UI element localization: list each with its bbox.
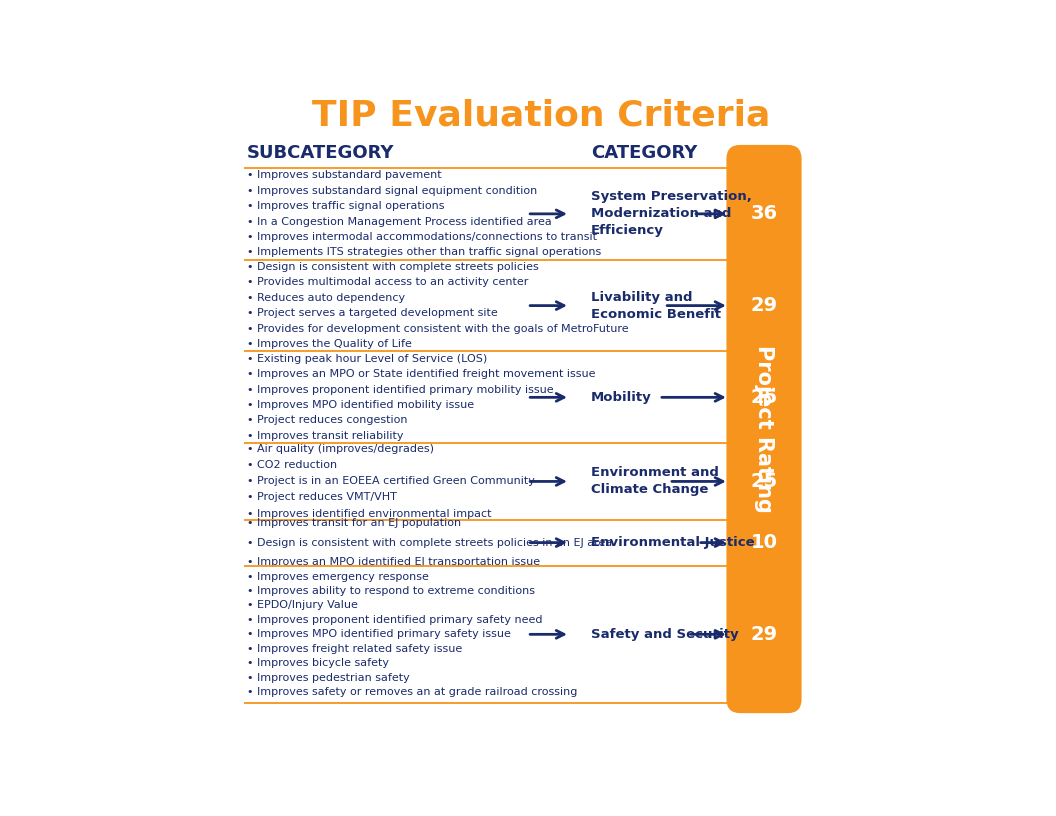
- FancyBboxPatch shape: [727, 145, 802, 713]
- Text: • Improves proponent identified primary mobility issue: • Improves proponent identified primary …: [247, 384, 553, 395]
- Text: • Improves the Quality of Life: • Improves the Quality of Life: [247, 339, 412, 349]
- Text: • Improves substandard signal equipment condition: • Improves substandard signal equipment …: [247, 186, 536, 196]
- Text: • Project serves a targeted development site: • Project serves a targeted development …: [247, 308, 497, 318]
- Text: • Improves MPO identified primary safety issue: • Improves MPO identified primary safety…: [247, 629, 510, 639]
- Text: • Improves pedestrian safety: • Improves pedestrian safety: [247, 672, 410, 683]
- Text: Project Rating: Project Rating: [754, 345, 774, 513]
- Text: Mobility: Mobility: [590, 391, 652, 404]
- Text: Livability and
Economic Benefit: Livability and Economic Benefit: [590, 290, 721, 321]
- Text: CATEGORY: CATEGORY: [590, 144, 697, 162]
- Text: • Improves ability to respond to extreme conditions: • Improves ability to respond to extreme…: [247, 586, 534, 596]
- Text: • Improves freight related safety issue: • Improves freight related safety issue: [247, 644, 461, 654]
- Text: • Improves intermodal accommodations/connections to transit: • Improves intermodal accommodations/con…: [247, 232, 597, 242]
- Text: • Design is consistent with complete streets policies in an EJ area: • Design is consistent with complete str…: [247, 538, 611, 548]
- Text: • Improves emergency response: • Improves emergency response: [247, 571, 429, 582]
- Text: • Improves bicycle safety: • Improves bicycle safety: [247, 659, 389, 668]
- Text: • Improves safety or removes an at grade railroad crossing: • Improves safety or removes an at grade…: [247, 687, 577, 697]
- Text: 25: 25: [751, 472, 777, 491]
- Text: Safety and Security: Safety and Security: [590, 628, 738, 641]
- Text: • Improves identified environmental impact: • Improves identified environmental impa…: [247, 508, 491, 518]
- Text: TIP Evaluation Criteria: TIP Evaluation Criteria: [312, 99, 771, 133]
- Text: • Project is in an EOEEA certified Green Community: • Project is in an EOEEA certified Green…: [247, 477, 534, 486]
- Text: 29: 29: [751, 625, 777, 644]
- Text: • Project reduces VMT/VHT: • Project reduces VMT/VHT: [247, 493, 397, 503]
- Text: • Improves an MPO identified EJ transportation issue: • Improves an MPO identified EJ transpor…: [247, 557, 540, 567]
- Text: • Existing peak hour Level of Service (LOS): • Existing peak hour Level of Service (L…: [247, 354, 487, 364]
- Text: • Air quality (improves/degrades): • Air quality (improves/degrades): [247, 445, 434, 455]
- Text: 36: 36: [751, 204, 777, 224]
- Text: • Provides multimodal access to an activity center: • Provides multimodal access to an activ…: [247, 277, 528, 287]
- Text: • CO2 reduction: • CO2 reduction: [247, 460, 337, 470]
- Text: • Improves transit for an EJ population: • Improves transit for an EJ population: [247, 518, 460, 528]
- Text: • Improves traffic signal operations: • Improves traffic signal operations: [247, 202, 445, 211]
- Text: • Reduces auto dependency: • Reduces auto dependency: [247, 293, 404, 303]
- Text: • In a Congestion Management Process identified area: • In a Congestion Management Process ide…: [247, 216, 551, 227]
- Text: • Project reduces congestion: • Project reduces congestion: [247, 415, 408, 425]
- Text: • Improves an MPO or State identified freight movement issue: • Improves an MPO or State identified fr…: [247, 369, 596, 379]
- Text: 10: 10: [751, 533, 777, 552]
- Text: System Preservation,
Modernization and
Efficiency: System Preservation, Modernization and E…: [590, 190, 752, 237]
- Text: • Improves proponent identified primary safety need: • Improves proponent identified primary …: [247, 615, 542, 625]
- Text: • Implements ITS strategies other than traffic signal operations: • Implements ITS strategies other than t…: [247, 247, 601, 257]
- Text: • EPDO/Injury Value: • EPDO/Injury Value: [247, 601, 358, 610]
- Text: • Provides for development consistent with the goals of MetroFuture: • Provides for development consistent wi…: [247, 324, 628, 334]
- Text: • Improves substandard pavement: • Improves substandard pavement: [247, 171, 441, 180]
- Text: Environment and
Climate Change: Environment and Climate Change: [590, 467, 719, 496]
- Text: Environmental Justice: Environmental Justice: [590, 536, 754, 549]
- Text: 29: 29: [751, 296, 777, 315]
- Text: • Design is consistent with complete streets policies: • Design is consistent with complete str…: [247, 262, 539, 272]
- Text: 25: 25: [751, 388, 777, 407]
- Text: • Improves transit reliability: • Improves transit reliability: [247, 431, 403, 441]
- Text: • Improves MPO identified mobility issue: • Improves MPO identified mobility issue: [247, 400, 474, 410]
- Text: SUBCATEGORY: SUBCATEGORY: [247, 144, 394, 162]
